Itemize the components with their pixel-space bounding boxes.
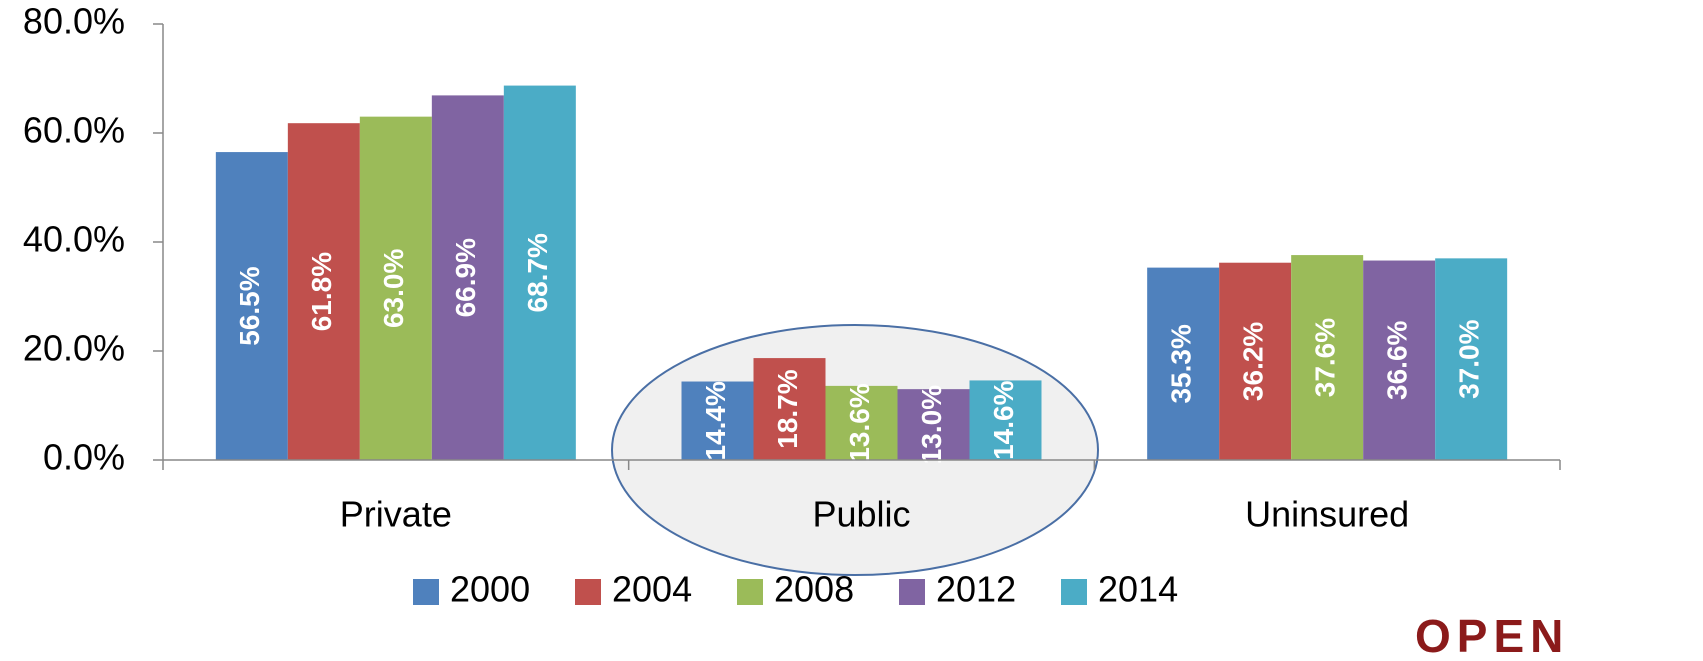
bar	[215, 152, 288, 460]
value-label: 14.4%	[700, 381, 731, 460]
y-tick-label: 60.0%	[23, 110, 125, 151]
legend-label: 2012	[936, 569, 1016, 610]
bar	[897, 389, 970, 460]
legend-label: 2014	[1098, 569, 1178, 610]
bar	[969, 380, 1042, 460]
bar	[1363, 260, 1436, 460]
value-label: 36.2%	[1238, 322, 1269, 401]
bar	[1147, 267, 1220, 460]
legend-label: 2008	[774, 569, 854, 610]
bar	[681, 381, 754, 460]
legend-label: 2004	[612, 569, 692, 610]
value-label: 13.0%	[916, 385, 947, 464]
value-label: 14.6%	[988, 380, 1019, 459]
value-label: 66.9%	[450, 238, 481, 317]
y-tick-label: 20.0%	[23, 328, 125, 369]
bar	[1291, 255, 1364, 460]
bar	[1219, 262, 1292, 460]
value-label: 61.8%	[306, 252, 337, 331]
bar	[359, 116, 432, 461]
bar	[1435, 258, 1508, 460]
legend-swatch	[737, 579, 763, 605]
logo: OPEN	[1415, 610, 1569, 661]
y-tick-label: 0.0%	[43, 437, 125, 478]
bar	[825, 385, 898, 460]
value-label: 68.7%	[522, 233, 553, 312]
legend-swatch	[575, 579, 601, 605]
value-label: 35.3%	[1166, 324, 1197, 403]
x-tick-label: Public	[812, 494, 910, 535]
value-label: 56.5%	[234, 266, 265, 345]
value-label: 37.0%	[1454, 319, 1485, 398]
legend-swatch	[413, 579, 439, 605]
y-tick-label: 80.0%	[23, 1, 125, 42]
legend-swatch	[899, 579, 925, 605]
x-tick-label: Uninsured	[1245, 494, 1409, 535]
y-tick-label: 40.0%	[23, 219, 125, 260]
value-label: 36.6%	[1382, 320, 1413, 399]
legend-label: 2000	[450, 569, 530, 610]
x-tick-label: Private	[340, 494, 452, 535]
bar	[287, 123, 360, 460]
value-label: 13.6%	[844, 383, 875, 462]
legend-swatch	[1061, 579, 1087, 605]
value-label: 18.7%	[772, 369, 803, 448]
bar	[503, 85, 576, 461]
bar	[753, 358, 826, 460]
value-label: 63.0%	[378, 249, 409, 328]
bar	[431, 95, 504, 461]
value-label: 37.6%	[1310, 318, 1341, 397]
